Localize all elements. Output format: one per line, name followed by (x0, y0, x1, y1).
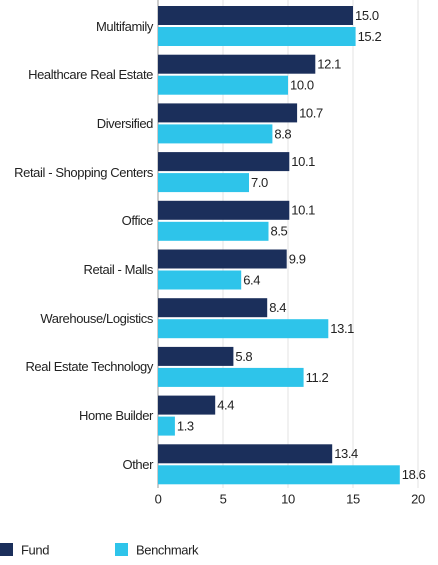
category-label: Office (121, 213, 154, 229)
bar (158, 200, 290, 220)
bar (158, 54, 316, 74)
x-tick-label: 5 (220, 491, 227, 506)
bar (158, 367, 304, 387)
value-label: 12.1 (317, 57, 341, 72)
value-label: 8.8 (274, 126, 291, 141)
category-label: Diversified (96, 115, 154, 131)
bar (158, 395, 216, 415)
category-label: Home Builder (79, 408, 153, 424)
bar (158, 444, 333, 464)
bar (158, 346, 234, 366)
value-label: 15.0 (355, 8, 379, 23)
value-label: 5.8 (235, 349, 252, 364)
legend-swatch (115, 543, 128, 556)
legend-swatch (0, 543, 13, 556)
category-label: Healthcare Real Estate (28, 67, 153, 83)
category-label: Multifamily (96, 18, 153, 34)
category-label: Other (122, 456, 153, 472)
legend-label: Fund (21, 542, 49, 557)
value-label: 9.9 (289, 251, 306, 266)
value-label: 11.2 (306, 370, 329, 385)
value-label: 1.3 (177, 419, 194, 434)
bar (158, 465, 400, 485)
x-tick-label: 15 (346, 491, 360, 506)
bar (158, 416, 175, 436)
bar (158, 298, 268, 318)
bar (158, 319, 329, 339)
bar (158, 221, 269, 241)
value-label: 8.4 (269, 300, 286, 315)
category-label: Warehouse/Logistics (40, 310, 153, 326)
bar (158, 124, 273, 144)
bar (158, 249, 287, 269)
value-label: 13.1 (330, 321, 354, 336)
bar (158, 152, 290, 172)
category-label: Retail - Shopping Centers (14, 164, 153, 180)
value-label: 15.2 (358, 29, 382, 44)
category-label: Real Estate Technology (25, 359, 153, 375)
value-label: 10.7 (299, 105, 323, 120)
value-label: 8.5 (271, 224, 288, 239)
value-label: 18.6 (402, 467, 426, 482)
value-label: 10.0 (290, 78, 314, 93)
value-label: 7.0 (251, 175, 268, 190)
bar (158, 27, 356, 46)
category-label: Retail - Malls (83, 262, 153, 277)
legend-label: Benchmark (136, 542, 199, 557)
bar (158, 270, 242, 290)
x-tick-label: 20 (411, 491, 425, 506)
value-label: 13.4 (334, 446, 358, 461)
bar (158, 6, 353, 25)
bar (158, 103, 298, 123)
value-label: 6.4 (243, 272, 260, 287)
bar (158, 173, 249, 193)
value-label: 10.1 (291, 154, 315, 169)
bar (158, 75, 288, 95)
value-label: 10.1 (291, 203, 315, 218)
x-tick-label: 0 (155, 491, 162, 506)
x-tick-label: 10 (281, 491, 295, 506)
value-label: 4.4 (217, 398, 234, 413)
